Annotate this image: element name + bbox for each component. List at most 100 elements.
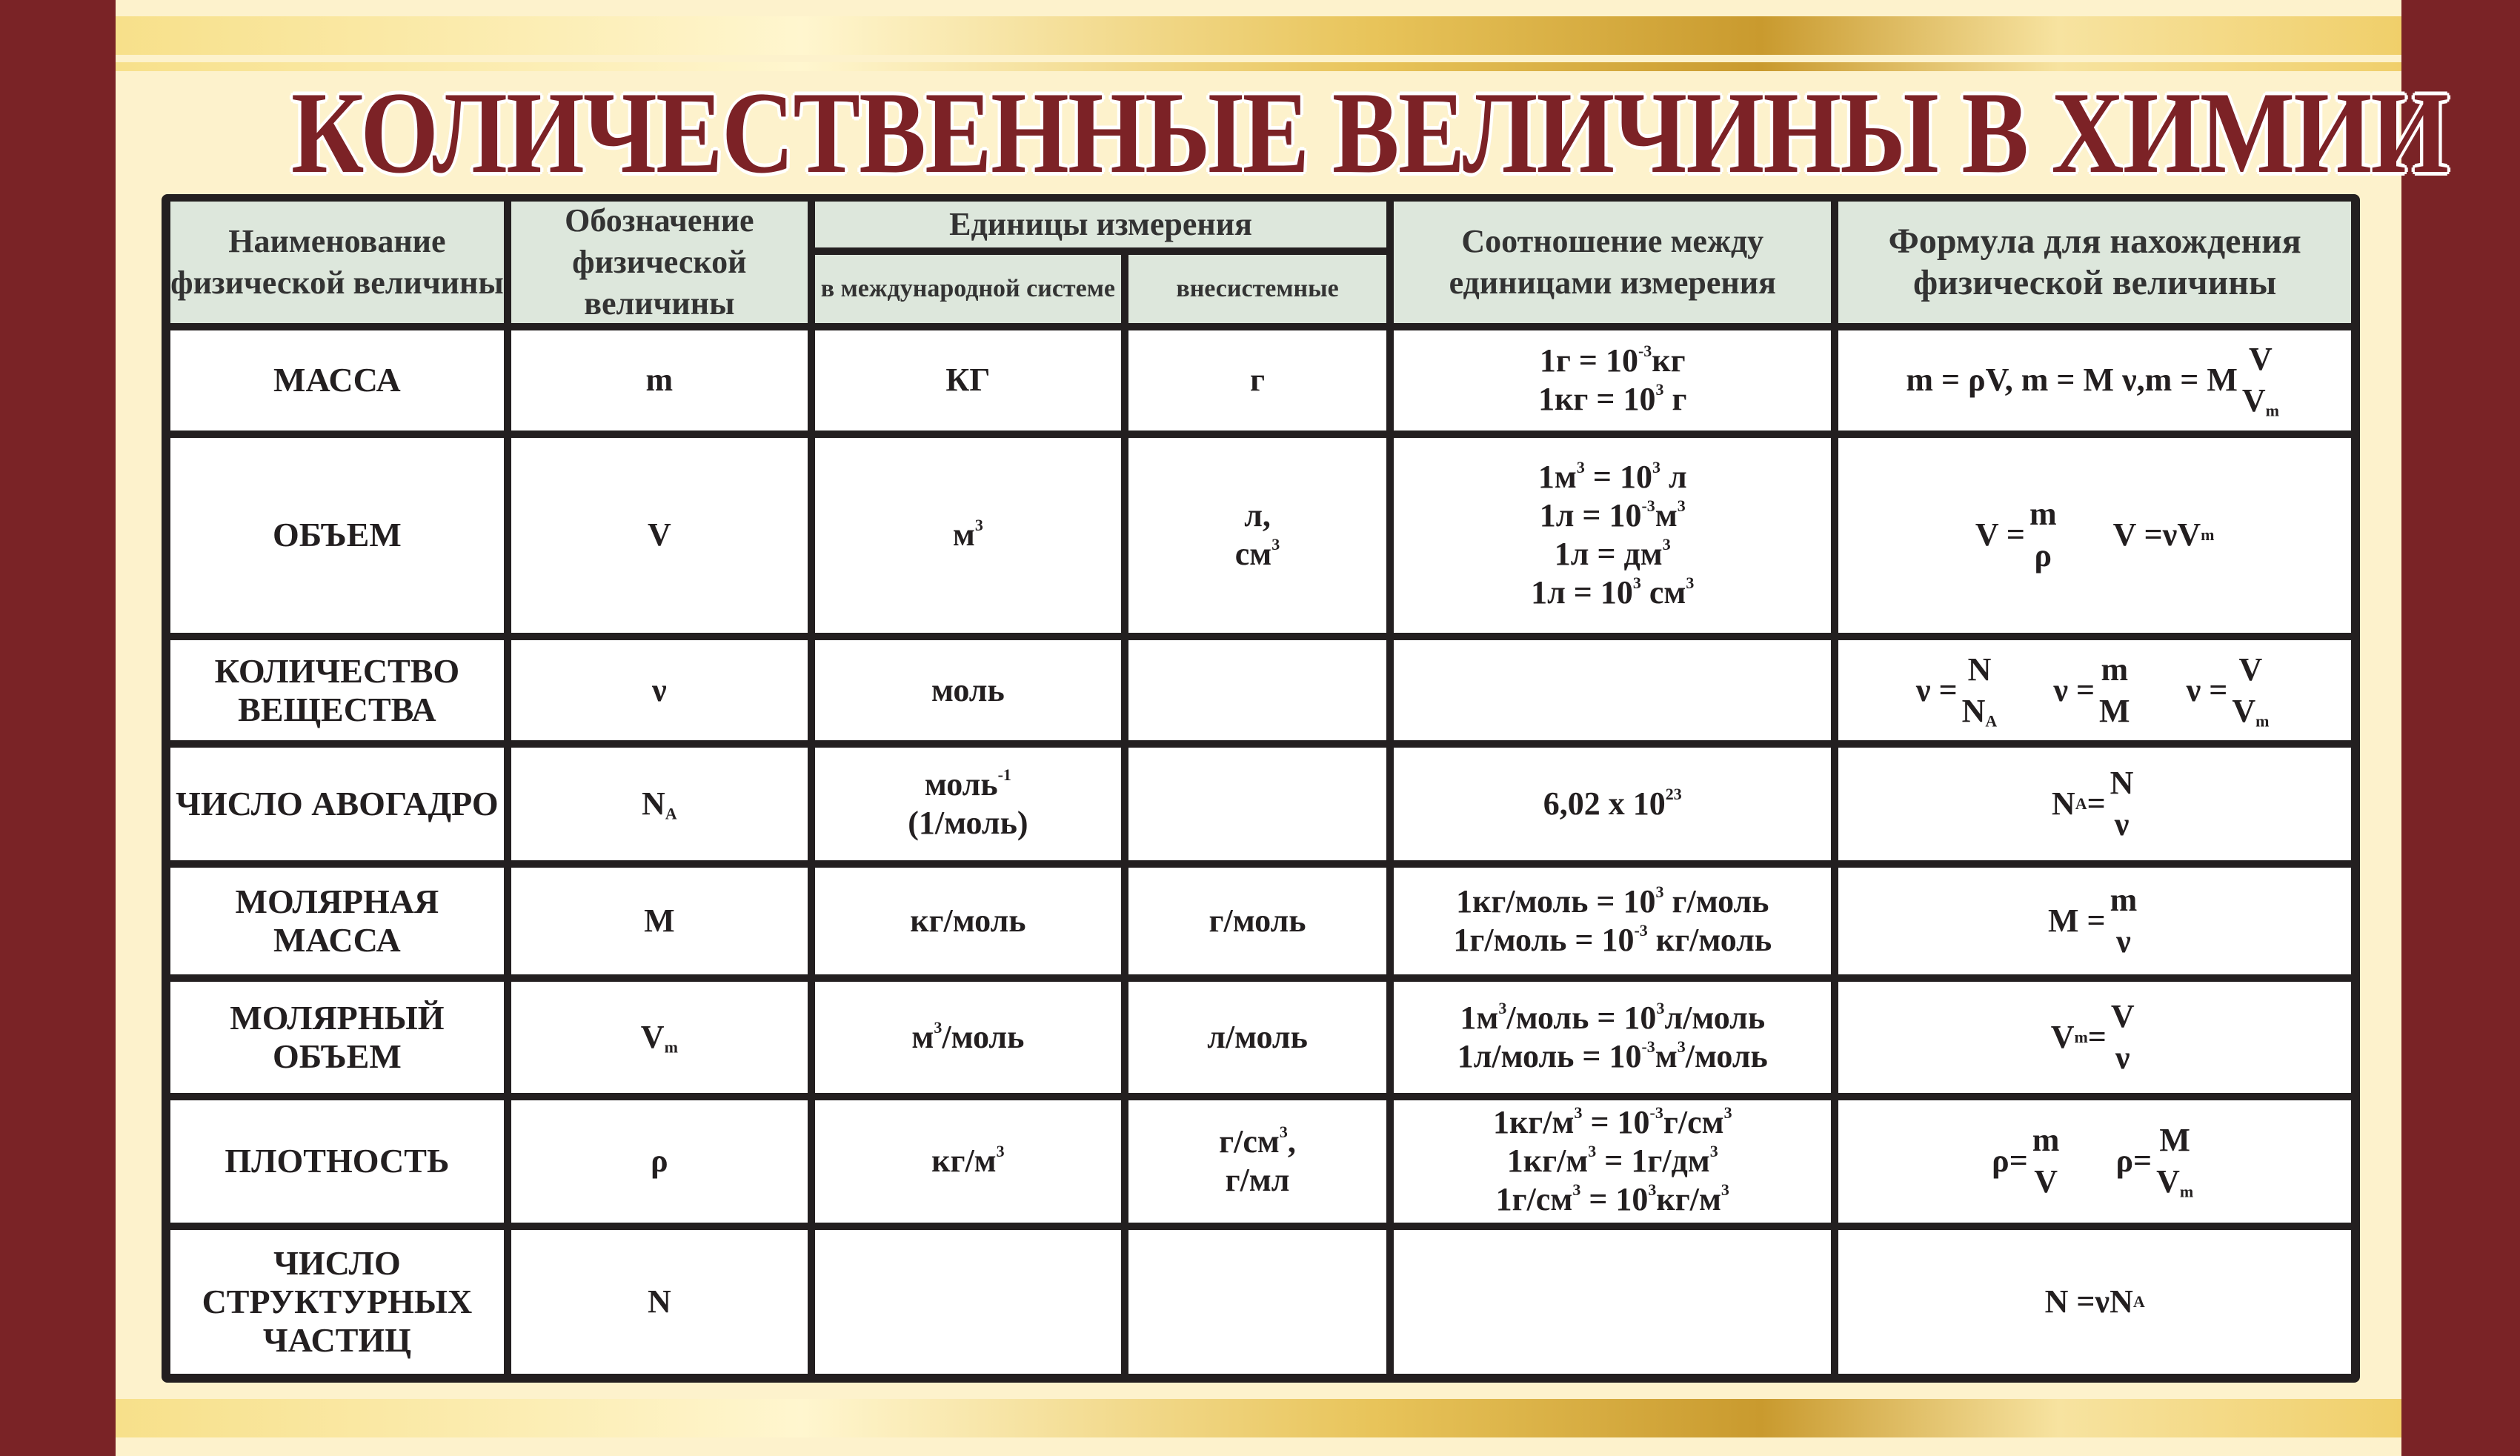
quantity-name: ЧИСЛО СТРУКТУРНЫХ ЧАСТИЦ — [170, 1229, 504, 1374]
cell-line: моль-1 — [925, 765, 1011, 804]
cell-line: 6,02 x 1023 — [1543, 785, 1682, 823]
quantity-symbol: m — [511, 330, 808, 431]
non-si-unit: л, см3 — [1128, 437, 1387, 634]
quantity-symbol: Vm — [511, 981, 808, 1094]
fraction: V Vm — [2232, 649, 2269, 732]
formula: ρ= M Vm — [2115, 1120, 2198, 1203]
numerator: m — [2110, 880, 2138, 921]
quantity-symbol: V — [511, 437, 808, 634]
cell-line: M — [644, 902, 675, 940]
cell-line: 1л = дм3 — [1555, 535, 1671, 574]
cell-line: 1г/моль = 10-3 кг/моль — [1453, 921, 1772, 960]
cell-line: г — [1250, 361, 1265, 399]
text-segment: 1г/моль = 10 — [1453, 921, 1635, 958]
superscript: 3 — [1686, 574, 1695, 593]
bottom-gold-band — [116, 1399, 2401, 1437]
text-segment: m — [2101, 651, 2129, 688]
text-segment: m — [645, 362, 674, 399]
top-gold-band — [116, 16, 2401, 55]
superscript: -1 — [997, 765, 1011, 785]
text-segment: V — [2238, 651, 2263, 688]
text-segment: г — [1663, 381, 1687, 418]
text-segment: 6,02 x 10 — [1543, 785, 1666, 822]
denominator: M — [2099, 691, 2130, 732]
formula: V =νV m — [2112, 516, 2215, 554]
numerator: V — [2238, 649, 2262, 691]
unit-relation — [1394, 640, 1832, 741]
title-container: КОЛИЧЕСТВЕННЫЕ ВЕЛИЧИНЫ В ХИМИИ — [116, 74, 2449, 193]
superscript: -3 — [1634, 921, 1648, 940]
cell-line: КГ — [945, 361, 990, 399]
denominator: Vm — [2232, 691, 2269, 732]
quantity-name: ПЛОТНОСТЬ — [170, 1100, 504, 1223]
si-unit: м3/моль — [814, 981, 1121, 1094]
non-si-unit: л/моль — [1128, 981, 1387, 1094]
header-si-units: в международной системе — [814, 255, 1121, 324]
subscript: m — [2265, 402, 2279, 421]
cell-line: л, — [1244, 496, 1271, 535]
text-segment: V — [640, 1019, 665, 1056]
cell-line: 1м3/моль = 103л/моль — [1460, 999, 1765, 1037]
cell-line: г/мл — [1226, 1161, 1290, 1200]
formula: m = ρV, m = M ν,m = M V Vm — [1906, 339, 2284, 422]
formula-cell: N =νN A — [1838, 1229, 2351, 1374]
superscript: 3 — [1677, 496, 1686, 516]
formula-group: N =νN A — [2045, 1283, 2145, 1321]
superscript: 3 — [1655, 882, 1664, 902]
text-segment: N — [647, 1283, 671, 1320]
cell-line: NA — [642, 785, 677, 823]
text-segment: кг/м — [931, 1143, 997, 1180]
cell-line: ρ — [651, 1142, 668, 1180]
denominator: ν — [2115, 1037, 2130, 1079]
text-segment: 1л = 10 — [1531, 574, 1633, 611]
unit-relation: 1г = 10-3кг 1кг = 103 г — [1394, 330, 1832, 431]
text-segment: ν — [2114, 806, 2130, 843]
quantity-name: КОЛИЧЕСТВО ВЕЩЕСТВА — [170, 640, 504, 741]
formula-cell: ρ= m V ρ= M Vm — [1838, 1100, 2351, 1223]
numerator: M — [2159, 1120, 2190, 1161]
unit-relation: 1м3/моль = 103л/моль 1л/моль = 10-3м3/мол… — [1394, 981, 1832, 1094]
page-title: КОЛИЧЕСТВЕННЫЕ ВЕЛИЧИНЫ В ХИМИИ — [290, 68, 2449, 198]
text-segment: M — [2159, 1122, 2190, 1159]
text-segment: 1г/см — [1495, 1181, 1573, 1218]
text-segment: M — [644, 902, 675, 939]
text-segment: ρ= — [1992, 1143, 2028, 1180]
left-maroon-border — [0, 0, 116, 1456]
text-segment: 1г = 10 — [1539, 342, 1638, 379]
cell-line: (1/моль) — [908, 804, 1028, 842]
text-segment: N =νN — [2044, 1283, 2133, 1320]
header-non-si-units: внесистемные — [1128, 255, 1387, 324]
text-segment: 1м — [1537, 459, 1577, 496]
text-segment: см — [1234, 536, 1272, 573]
cell-line: л/моль — [1207, 1018, 1308, 1057]
text-segment: кг/м — [1656, 1181, 1721, 1218]
text-segment: m — [2032, 1122, 2060, 1159]
text-segment: ν — [2115, 1040, 2130, 1077]
denominator: ν — [2115, 804, 2130, 845]
superscript: 3 — [974, 516, 983, 535]
non-si-unit: г — [1128, 330, 1387, 431]
text-segment: ρ — [651, 1143, 668, 1180]
text-segment: моль — [924, 766, 998, 803]
superscript: 3 — [1709, 1142, 1718, 1161]
text-segment: кг — [1652, 342, 1686, 379]
si-unit — [814, 1229, 1121, 1374]
text-segment: ν — [652, 671, 667, 708]
formula: ρ= m V — [1992, 1120, 2064, 1203]
formula: M = m ν — [2048, 880, 2141, 963]
text-segment: 1кг = 10 — [1538, 381, 1656, 418]
numerator: V — [2111, 996, 2135, 1037]
denominator: Vm — [2242, 380, 2279, 422]
numerator: m — [2032, 1120, 2060, 1161]
text-segment: N — [2051, 785, 2075, 822]
text-segment: = — [2087, 1019, 2107, 1056]
non-si-unit: г/моль — [1128, 867, 1387, 974]
cell-line: кг/м3 — [931, 1142, 1005, 1180]
text-segment: 1л/моль = 10 — [1457, 1038, 1642, 1075]
superscript: 3 — [1721, 1180, 1729, 1200]
cell-line: кг/моль — [910, 902, 1025, 940]
